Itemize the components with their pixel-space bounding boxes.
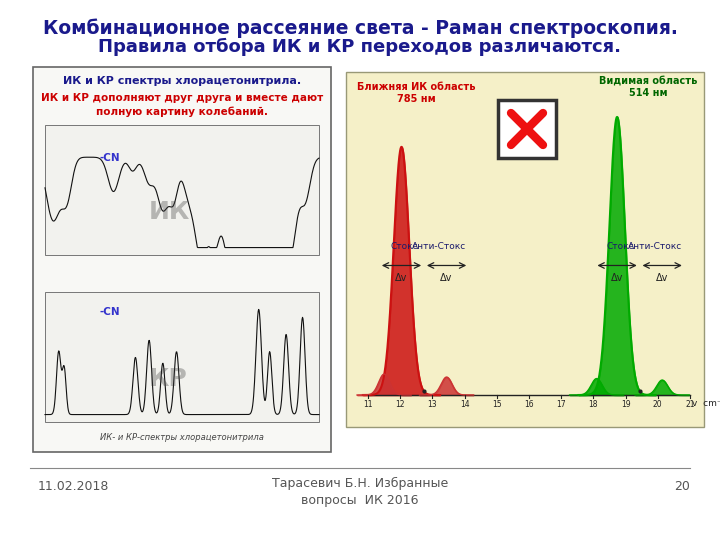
Bar	[45, 292, 319, 422]
Text: Стокс: Стокс	[606, 242, 634, 252]
Text: Стокс: Стокс	[391, 242, 418, 252]
Bar	[45, 125, 319, 255]
Text: 19: 19	[621, 400, 631, 409]
Text: 13: 13	[428, 400, 437, 409]
Text: Комбинационное рассеяние света - Раман спектроскопия.: Комбинационное рассеяние света - Раман с…	[42, 18, 678, 38]
Text: 18: 18	[589, 400, 598, 409]
Text: 20: 20	[653, 400, 662, 409]
Text: Δv: Δv	[656, 273, 668, 284]
Text: 21: 21	[685, 400, 695, 409]
Text: Δv: Δv	[611, 273, 624, 284]
Text: 11.02.2018: 11.02.2018	[38, 481, 109, 494]
Text: 11: 11	[364, 400, 373, 409]
Text: 12: 12	[395, 400, 405, 409]
Bar	[498, 100, 556, 158]
Text: ИК и КР дополняют друг друга и вместе дают
полную картину колебаний.: ИК и КР дополняют друг друга и вместе да…	[41, 93, 323, 117]
Text: 20: 20	[674, 481, 690, 494]
Bar	[33, 67, 331, 452]
Text: КР: КР	[149, 367, 188, 390]
Text: 15: 15	[492, 400, 502, 409]
Text: Тарасевич Б.Н. Избранные
вопросы  ИК 2016: Тарасевич Б.Н. Избранные вопросы ИК 2016	[272, 477, 448, 507]
Text: Видимая область
514 нм: Видимая область 514 нм	[599, 76, 698, 98]
Text: Ближняя ИК область
785 нм: Ближняя ИК область 785 нм	[357, 82, 475, 104]
Bar	[346, 72, 704, 427]
Text: Правила отбора ИК и КР переходов различаются.: Правила отбора ИК и КР переходов различа…	[99, 38, 621, 56]
Text: 16: 16	[524, 400, 534, 409]
Text: -CN: -CN	[100, 307, 121, 318]
Text: -CN: -CN	[100, 153, 121, 164]
Text: ИК: ИК	[149, 200, 191, 224]
Text: Δv: Δv	[441, 273, 453, 284]
Text: Анти-Стокс: Анти-Стокс	[412, 242, 467, 252]
Text: ИК- и КР-спектры хлорацетонитрила: ИК- и КР-спектры хлорацетонитрила	[100, 434, 264, 442]
Text: Δv: Δv	[395, 273, 408, 284]
Text: Анти-Стокс: Анти-Стокс	[628, 242, 682, 252]
Text: 14: 14	[460, 400, 469, 409]
Text: 17: 17	[557, 400, 566, 409]
Text: v  cm⁻¹: v cm⁻¹	[692, 399, 720, 408]
Text: ИК и КР спектры хлорацетонитрила.: ИК и КР спектры хлорацетонитрила.	[63, 76, 301, 86]
